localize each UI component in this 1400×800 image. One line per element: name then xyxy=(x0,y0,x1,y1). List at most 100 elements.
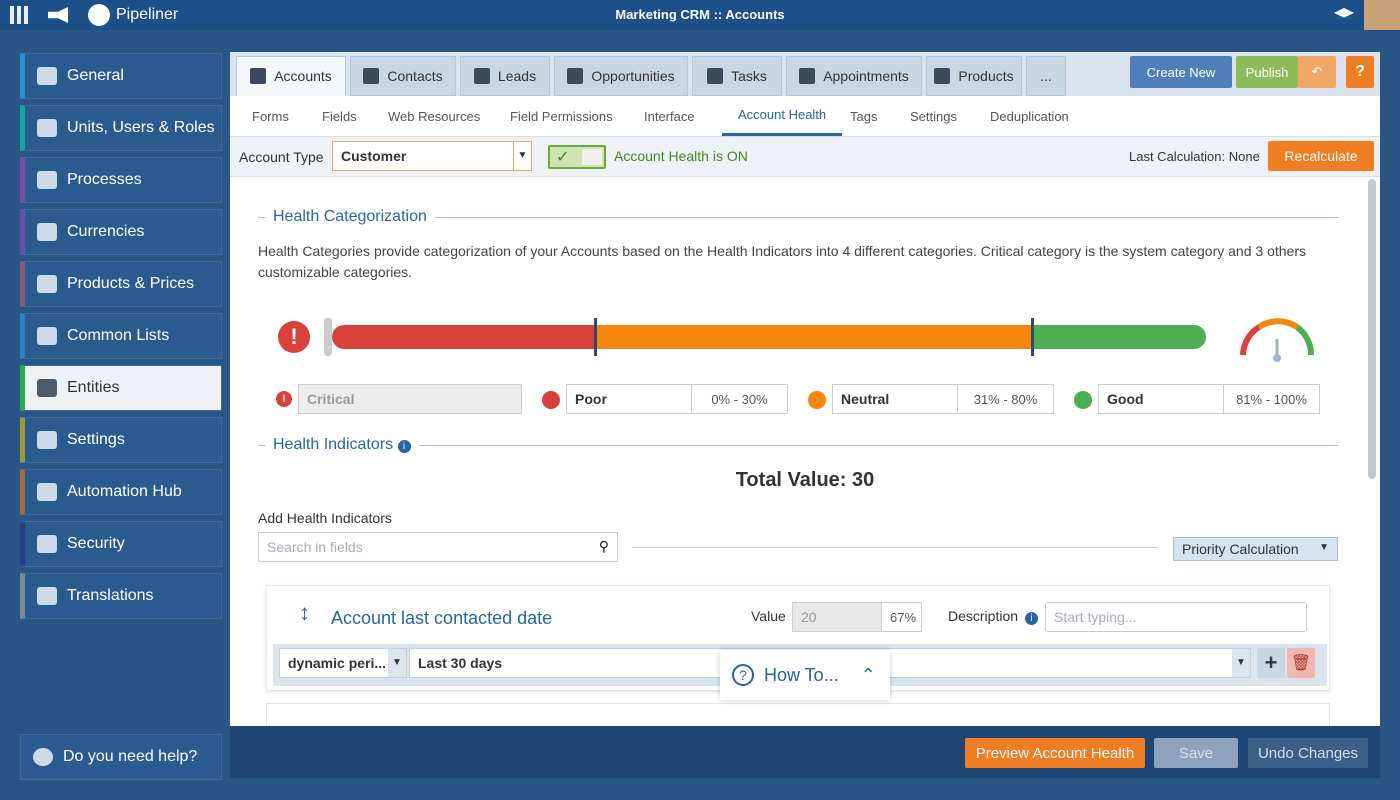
period-type-select[interactable]: dynamic peri... ▼ xyxy=(279,648,407,678)
section-title: Health Categorization xyxy=(265,208,435,226)
nav-item-text: Currencies xyxy=(67,223,145,240)
sub-tab-text: Deduplication xyxy=(990,108,1069,124)
create-new-button[interactable]: Create New xyxy=(1130,56,1232,88)
sub-tab[interactable]: Interface xyxy=(638,96,701,136)
critical-icon: ! xyxy=(278,321,310,353)
nav-item[interactable]: Processes xyxy=(20,157,222,203)
publish-button[interactable]: Publish xyxy=(1236,56,1298,88)
nav-item[interactable]: Translations xyxy=(20,573,222,619)
category-range-text: 31% - 80% xyxy=(973,391,1038,407)
tab[interactable]: Appointments xyxy=(786,56,922,96)
apps-icon[interactable] xyxy=(10,6,30,24)
preview-button[interactable]: Preview Account Health xyxy=(965,738,1145,768)
help-text: Do you need help? xyxy=(63,748,198,765)
sub-tab-text: Fields xyxy=(322,108,357,124)
revert-button[interactable]: ↶ xyxy=(1298,56,1336,88)
value-field[interactable]: 20 xyxy=(792,602,882,632)
category-name[interactable]: Neutral xyxy=(832,384,958,414)
nav-item-text: Units, Users & Roles xyxy=(67,119,215,136)
category-range: 0% - 30% xyxy=(691,384,788,414)
tab[interactable]: Tasks xyxy=(692,56,782,96)
nav-item[interactable]: Automation Hub xyxy=(20,469,222,515)
sub-tab-text: Account Health xyxy=(738,107,827,122)
help-icon[interactable]: ? xyxy=(1346,56,1374,88)
account-type-label: Account Type xyxy=(239,149,324,165)
period-type: dynamic peri... xyxy=(288,655,387,671)
nav-item-text: Automation Hub xyxy=(67,483,182,500)
nav-item[interactable]: Security xyxy=(20,521,222,567)
indicator-card xyxy=(266,703,1330,726)
tab[interactable]: Opportunities xyxy=(554,56,688,96)
nav-item[interactable]: Currencies xyxy=(20,209,222,255)
bar-handle xyxy=(324,318,332,356)
tab[interactable]: Accounts xyxy=(236,56,346,96)
save-button[interactable]: Save xyxy=(1154,738,1238,768)
search-field[interactable]: Search in fields ⚲ xyxy=(258,532,618,562)
indicator-name: Account last contacted date xyxy=(331,608,553,628)
tab[interactable]: Leads xyxy=(460,56,550,96)
section-title: Health Indicators i xyxy=(265,436,419,454)
sub-tab-text: Settings xyxy=(910,108,957,124)
toolbar: Account Type Customer ▼ ✓ Account Health … xyxy=(230,136,1380,177)
nav-item[interactable]: Common Lists xyxy=(20,313,222,359)
tab-text: Opportunities xyxy=(591,68,675,84)
category-name: Critical xyxy=(298,384,522,414)
sub-tab[interactable]: Deduplication xyxy=(984,96,1075,136)
category-icon xyxy=(542,391,560,409)
description-label: Description xyxy=(948,608,1019,624)
sub-tab-text: Interface xyxy=(644,108,695,124)
sub-tab[interactable]: Settings xyxy=(904,96,963,136)
period: Last 30 days xyxy=(418,655,503,671)
recalculate-button[interactable]: Recalculate xyxy=(1268,141,1374,171)
category-name-text: Good xyxy=(1107,391,1144,407)
scrollbar[interactable] xyxy=(1368,179,1376,479)
sub-tab[interactable]: Field Permissions xyxy=(504,96,619,136)
academy-icon[interactable] xyxy=(1334,8,1354,18)
value-label: Value xyxy=(751,608,786,624)
sub-tab[interactable]: Tags xyxy=(844,96,883,136)
sub-tab[interactable]: Fields xyxy=(316,96,363,136)
category-range-text: 0% - 30% xyxy=(711,391,768,407)
category-icon xyxy=(808,391,826,409)
help-button[interactable]: Do you need help? xyxy=(20,734,222,780)
percent-field: 67% xyxy=(881,602,922,632)
nav-item[interactable]: Units, Users & Roles xyxy=(20,105,222,151)
add-button[interactable]: + xyxy=(1257,648,1285,678)
sub-tab-text: Tags xyxy=(850,108,878,124)
sub-tab[interactable]: Web Resources xyxy=(382,96,486,136)
undo-button[interactable]: Undo Changes xyxy=(1248,738,1368,768)
nav-item-text: Translations xyxy=(67,587,154,604)
category-name[interactable]: Poor xyxy=(566,384,692,414)
nav-item[interactable]: Settings xyxy=(20,417,222,463)
tab-text: Appointments xyxy=(823,68,909,84)
tab[interactable]: Contacts xyxy=(350,56,456,96)
tab[interactable]: ... xyxy=(1026,56,1066,96)
main-panel: Accounts Contacts Leads Opportunities Tasks A… xyxy=(230,52,1380,778)
account-type-value: Customer xyxy=(341,148,407,164)
tab-text: Products xyxy=(958,68,1014,84)
avatar[interactable] xyxy=(1364,0,1400,30)
description-field[interactable]: Start typing... xyxy=(1045,602,1307,632)
add-label: Add Health Indicators xyxy=(258,510,392,526)
priority-text: Priority Calculation xyxy=(1182,541,1299,557)
nav-item[interactable]: General xyxy=(20,53,222,99)
top-bar: Pipeliner Marketing CRM :: Accounts xyxy=(0,0,1400,30)
account-type-select[interactable]: Customer ▼ xyxy=(332,141,532,171)
sub-tab[interactable]: Forms xyxy=(246,96,295,136)
nav-item[interactable]: Entities xyxy=(20,365,222,411)
category-name[interactable]: Good xyxy=(1098,384,1224,414)
sub-tab[interactable]: Account Health xyxy=(722,96,843,136)
nav-item[interactable]: Products & Prices xyxy=(20,261,222,307)
brand: Pipeliner xyxy=(116,6,179,23)
last-calculation: Last Calculation: None xyxy=(1129,149,1260,164)
nav-item-text: Products & Prices xyxy=(67,275,195,292)
category-name-text: Neutral xyxy=(841,391,890,407)
nav-item-text: Entities xyxy=(67,379,120,396)
delete-button[interactable]: 🗑 xyxy=(1287,648,1315,678)
sub-tab-text: Field Permissions xyxy=(510,108,613,124)
tab[interactable]: Products xyxy=(926,56,1022,96)
priority-select[interactable]: Priority Calculation ▼ xyxy=(1173,537,1338,561)
health-toggle[interactable]: ✓ xyxy=(548,145,606,169)
how-to-widget[interactable]: ? How To... ⌃ xyxy=(720,650,890,700)
